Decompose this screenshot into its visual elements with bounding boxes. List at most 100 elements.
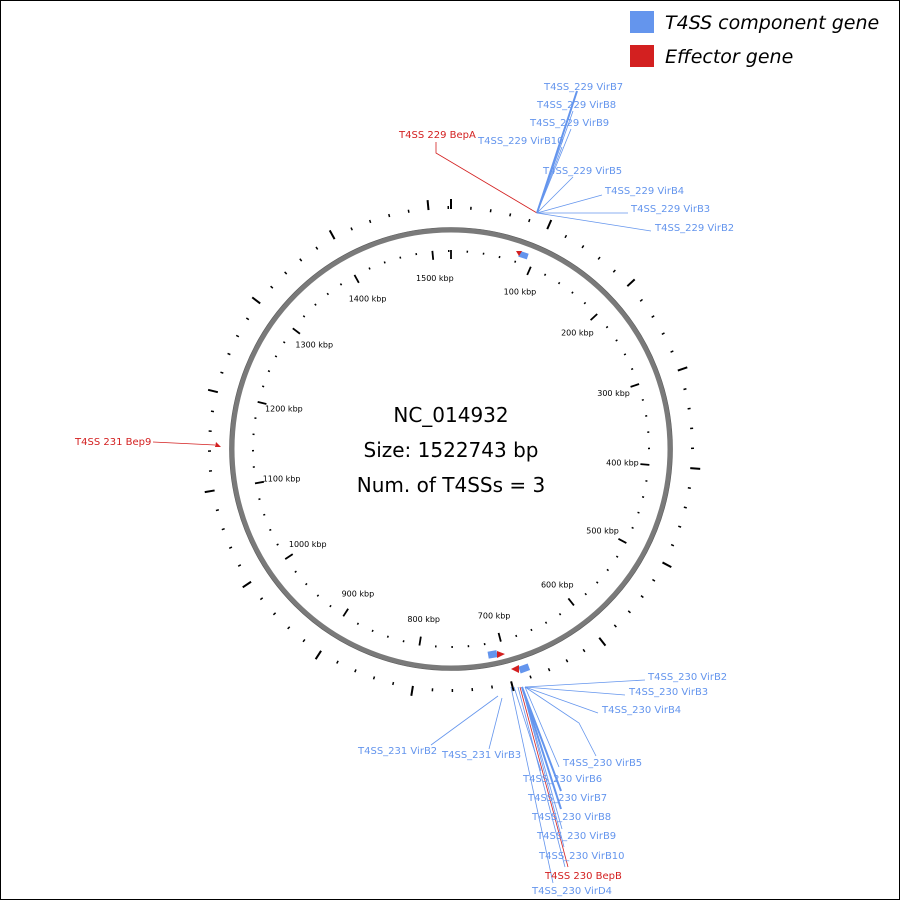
outer-tick-mark	[677, 366, 688, 372]
outer-tick-mark	[392, 681, 395, 686]
outer-tick-mark	[639, 298, 643, 302]
gene-label: T4SS_230 VirB10	[538, 851, 625, 862]
gene-label: T4SS_230 VirB3	[628, 687, 708, 698]
leader-229-bepa	[435, 142, 538, 214]
gene-label: T4SS 229 BepA	[398, 130, 476, 141]
kbp-tick-label: 600 kbp	[541, 580, 574, 589]
outer-tick-mark	[336, 660, 339, 664]
gene-label: T4SS_230 VirD4	[531, 886, 612, 897]
kbp-tick-label: 500 kbp	[586, 526, 619, 535]
outer-tick-mark	[670, 543, 675, 547]
legend-label-effector: Effector gene	[665, 46, 793, 68]
outer-tick-mark	[235, 334, 240, 338]
inner-tick-mark	[558, 613, 562, 616]
inner-tick-mark	[631, 526, 634, 529]
inner-tick-mark	[567, 597, 575, 607]
inner-tick-mark	[386, 635, 389, 638]
gene-label: T4SS_230 VirB2	[647, 672, 727, 683]
inner-tick-mark	[544, 621, 548, 624]
inner-tick-mark	[314, 303, 317, 306]
inner-tick-mark	[261, 385, 265, 388]
inner-tick-mark	[316, 594, 320, 597]
inner-tick-mark	[630, 383, 640, 388]
leader-230-virb4-extra	[517, 686, 566, 868]
leader-230-virb5	[524, 686, 597, 757]
outer-tick-mark	[302, 638, 306, 643]
outer-tick-mark	[640, 595, 644, 599]
outer-tick-mark	[237, 564, 242, 567]
inner-tick-mark	[557, 281, 561, 285]
gene-label: T4SS_229 VirB2	[654, 223, 734, 234]
outer-tick-mark	[613, 624, 617, 628]
outer-tick-mark	[388, 213, 391, 218]
outer-tick-mark	[407, 209, 410, 213]
outer-tick-mark	[662, 561, 672, 569]
inner-tick-mark	[584, 592, 587, 596]
kbp-tick-label: 1200 kbp	[265, 404, 303, 413]
gene-block-230	[518, 663, 531, 674]
gene-block-230-effector	[511, 665, 519, 673]
inner-tick-mark	[640, 463, 650, 466]
legend-swatch-effector	[630, 45, 654, 67]
leader-229-virb4	[536, 194, 603, 214]
genome-backbone-ring	[229, 227, 673, 671]
outer-tick-mark	[565, 659, 569, 663]
leader-231-virb2	[430, 695, 499, 746]
inner-tick-mark	[282, 341, 286, 344]
inner-tick-mark	[326, 292, 330, 296]
inner-tick-mark	[583, 301, 587, 305]
leader-230-vird4	[510, 686, 554, 884]
inner-tick-mark	[292, 327, 301, 335]
gene-label: T4SS 231 Bep9	[74, 437, 151, 448]
gene-labels: T4SS_229 VirB7 T4SS_229 VirB8 T4SS_229 V…	[74, 82, 734, 897]
inner-tick-mark	[637, 511, 640, 514]
inner-tick-mark	[284, 553, 294, 560]
inner-tick-mark	[605, 325, 609, 329]
kbp-tick-label: 800 kbp	[407, 615, 440, 624]
leader-230-virb6-left	[513, 686, 542, 772]
kbp-tick-label: 1400 kbp	[349, 295, 387, 304]
inner-tick-mark	[618, 538, 627, 544]
inner-tick-mark	[254, 480, 265, 485]
outer-tick-mark	[410, 685, 414, 696]
gene-label: T4SS_230 VirB4	[601, 705, 681, 716]
inner-tick-mark	[623, 353, 627, 356]
inner-tick-mark	[530, 628, 533, 632]
gene-block-bep9	[215, 442, 221, 447]
gene-label: T4SS_231 VirB2	[357, 746, 437, 757]
outer-tick-mark	[372, 676, 376, 680]
inner-tick-mark	[329, 604, 332, 608]
outer-tick-mark	[687, 407, 691, 410]
gene-block-229-effector	[516, 251, 522, 256]
gene-label: T4SS_229 VirB9	[529, 118, 609, 129]
outer-tick-mark	[683, 388, 687, 391]
inner-tick-mark	[257, 400, 267, 405]
leader-231-virb3	[488, 697, 503, 750]
inner-tick-mark	[258, 498, 261, 501]
leader-230-virb9	[521, 686, 563, 830]
outer-tick-mark	[328, 229, 336, 240]
outer-tick-mark	[597, 256, 601, 260]
outer-tick-mark	[270, 285, 274, 289]
legend-swatch-component	[630, 11, 654, 33]
outer-tick-mark	[315, 246, 319, 250]
gene-label: T4SS_230 VirB5	[562, 758, 642, 769]
gene-label: T4SS_229 VirB4	[604, 186, 684, 197]
outer-tick-mark	[245, 317, 250, 321]
outer-tick-mark	[350, 227, 353, 231]
inner-tick-mark	[514, 260, 517, 263]
leader-230-virb2	[524, 679, 646, 688]
outer-tick-mark	[612, 269, 616, 273]
outer-tick-mark	[426, 200, 430, 211]
outer-tick-mark	[220, 371, 224, 374]
inner-tick-mark	[526, 266, 532, 276]
kbp-tick-label: 400 kbp	[606, 459, 639, 468]
leader-230-virb6	[524, 686, 560, 768]
gene-block-229	[518, 250, 529, 260]
kbp-tick-label: 1000 kbp	[289, 540, 327, 549]
leader-229-virb5	[536, 176, 574, 214]
outer-tick-mark	[228, 546, 233, 550]
gene-label: T4SS_229 VirB8	[536, 100, 616, 111]
outer-tick-mark	[529, 675, 532, 679]
